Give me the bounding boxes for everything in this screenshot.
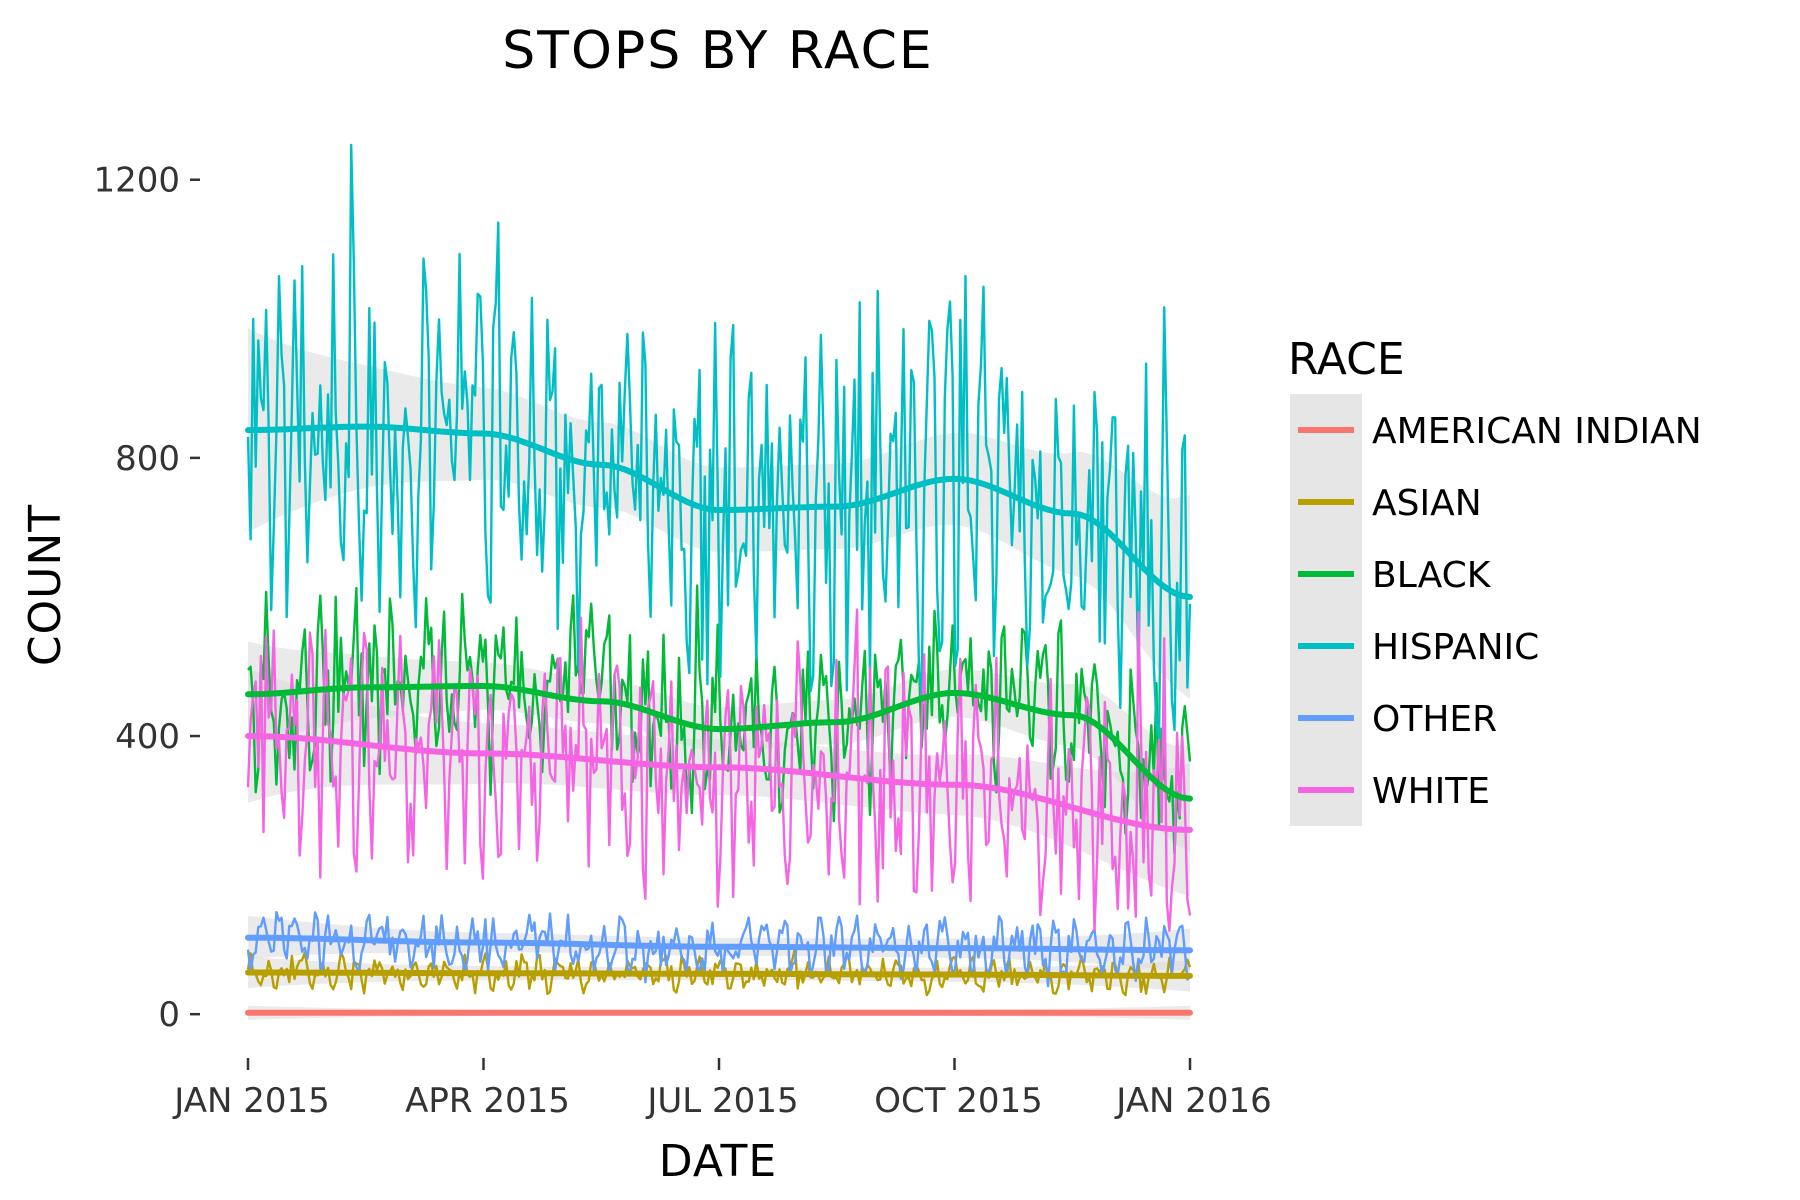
- y-axis-title: COUNT: [20, 504, 71, 666]
- smoothed-trend-lines: [245, 423, 1193, 1016]
- daily-count-lines: [246, 143, 1192, 1016]
- y-tick-label: 800: [115, 439, 180, 479]
- legend-title: RACE: [1288, 334, 1405, 385]
- x-axis-title: DATE: [659, 1136, 777, 1187]
- y-tick-label: 1200: [93, 161, 180, 201]
- legend-items: AMERICAN INDIAN ASIAN BLACK HISPANIC OTHER WH…: [1298, 411, 1702, 812]
- trend-band-white: [248, 669, 1190, 897]
- trend-line-asian: [245, 969, 1193, 979]
- trend-line-hispanic: [245, 423, 1193, 600]
- trend-line-white: [245, 733, 1193, 833]
- legend-label: HISPANIC: [1372, 627, 1539, 668]
- x-tick-label: JAN 2016: [1114, 1081, 1271, 1121]
- x-tick-label: OCT 2015: [874, 1081, 1043, 1121]
- legend-label: BLACK: [1372, 555, 1492, 596]
- y-tick-label: 0: [158, 995, 180, 1035]
- x-axis: JAN 2015 APR 2015 JUL 2015 OCT 2015 JAN 2016: [172, 1058, 1272, 1121]
- x-tick-label: JUL 2015: [645, 1081, 798, 1121]
- trend-line-other: [245, 934, 1193, 954]
- chart-title: STOPS BY RACE: [502, 21, 934, 81]
- trend-line-black: [245, 683, 1193, 802]
- y-tick-label: 400: [115, 717, 180, 757]
- daily-line-hispanic: [246, 143, 1192, 741]
- legend-label: AMERICAN INDIAN: [1372, 411, 1702, 452]
- legend-key-background: [1290, 394, 1362, 826]
- legend: RACE AMERICAN INDIAN ASIAN BLACK HISPANIC OT…: [1288, 334, 1702, 826]
- y-axis: 0 400 800 1200: [93, 161, 200, 1035]
- daily-line-black: [247, 584, 1192, 856]
- legend-label: OTHER: [1372, 699, 1497, 740]
- legend-label: WHITE: [1372, 771, 1490, 812]
- legend-label: ASIAN: [1372, 483, 1482, 524]
- daily-line-other: [246, 910, 1191, 988]
- x-tick-label: APR 2015: [405, 1081, 570, 1121]
- x-tick-label: JAN 2015: [172, 1081, 329, 1121]
